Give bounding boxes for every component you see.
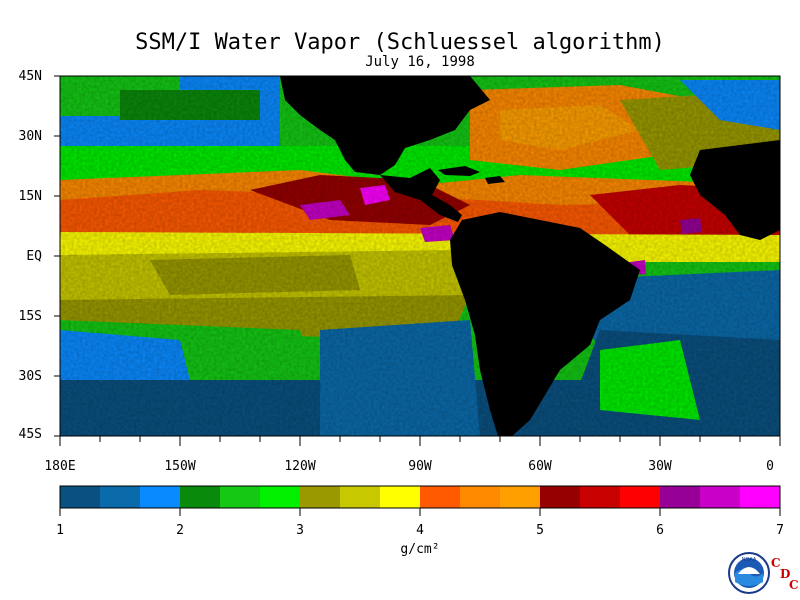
lat-label-15n: 15N	[18, 189, 42, 204]
noaa-logo-icon: NOAA	[728, 552, 770, 594]
map-title: SSM/I Water Vapor (Schluessel algorithm)	[135, 30, 665, 55]
map-date: July 16, 1998	[365, 54, 475, 70]
colorbar-tick-4: 4	[416, 523, 424, 538]
lon-label-120w: 120W	[284, 459, 316, 474]
africa-land	[690, 140, 780, 240]
lat-label-45n: 45N	[18, 69, 42, 84]
map-field	[60, 76, 780, 436]
colorbar-tick-5: 5	[536, 523, 544, 538]
logo-letter-c2: C	[789, 578, 799, 592]
colorbar-unit: g/cm²	[400, 542, 440, 557]
logo-emblem-text: NOAA	[742, 557, 757, 563]
hispaniola-land	[485, 176, 505, 184]
colorbar-tick-3: 3	[296, 523, 304, 538]
lat-label-eq: EQ	[26, 249, 42, 264]
lon-label-0: 0	[766, 459, 774, 474]
lon-label-60w: 60W	[528, 459, 552, 474]
north-america-land	[280, 76, 490, 175]
logo-letter-c1: C	[771, 556, 781, 570]
south-america-land	[450, 212, 640, 436]
colorbar-tick-1: 1	[56, 523, 64, 538]
colorbar-tick-2: 2	[176, 523, 184, 538]
lon-label-180e: 180E	[44, 459, 76, 474]
logo-letter-d: D	[780, 567, 791, 581]
lat-label-45s: 45S	[18, 427, 42, 442]
lat-label-30n: 30N	[18, 129, 42, 144]
lon-ticks	[59, 436, 781, 446]
colorbar-tick-7: 7	[776, 523, 784, 538]
lon-label-30w: 30W	[648, 459, 672, 474]
lon-label-90w: 90W	[408, 459, 432, 474]
lat-label-30s: 30S	[18, 369, 42, 384]
cuba-land	[438, 166, 480, 176]
colorbar-tick-6: 6	[656, 523, 664, 538]
lon-label-150w: 150W	[164, 459, 196, 474]
central-america-land	[380, 168, 462, 222]
lat-label-15s: 15S	[18, 309, 42, 324]
lat-ticks	[54, 75, 60, 437]
